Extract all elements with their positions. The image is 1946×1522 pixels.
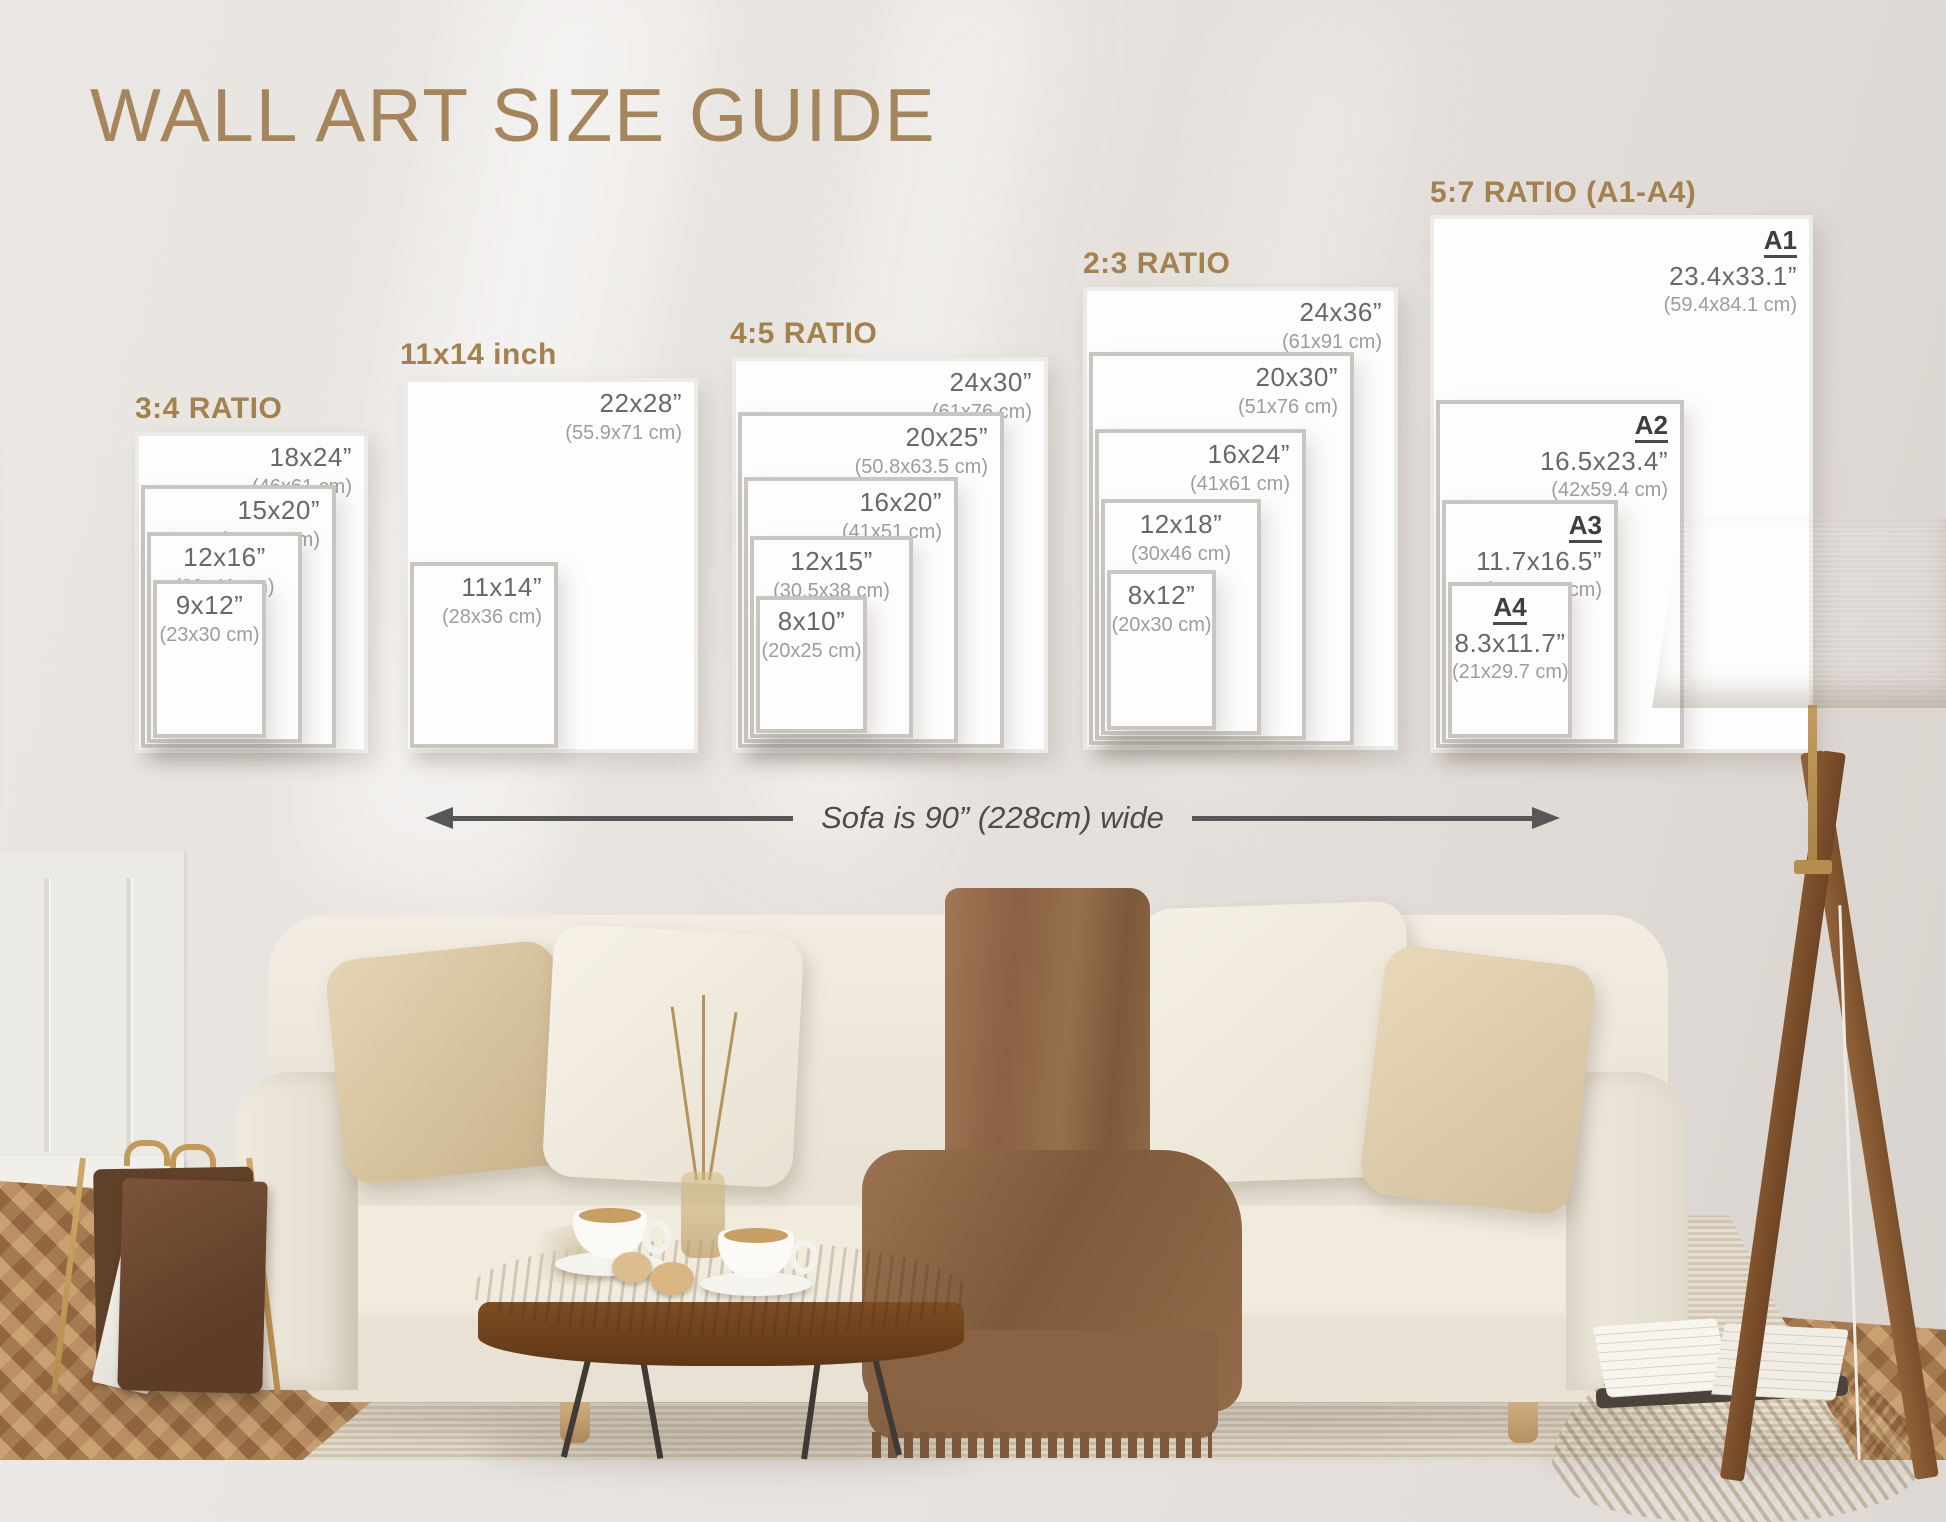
arrow-line: [453, 815, 794, 821]
sofa-width-annotation: Sofa is 90” (228cm) wide: [425, 800, 1560, 836]
table-shadow: [480, 1432, 980, 1466]
frame-cm-label: (20x25 cm): [761, 639, 862, 662]
rack-sling-front: [117, 1178, 268, 1394]
pillow-beige-right: [1357, 943, 1599, 1217]
macaron: [650, 1262, 694, 1295]
frame-cm-label: (21x29.7 cm): [1452, 661, 1569, 684]
frame-size-label: 16.5x23.4”: [1540, 445, 1668, 476]
book-page-left: [1592, 1318, 1732, 1398]
frame-cm-label: (20x30 cm): [1111, 613, 1212, 636]
frame-cm-label: (42x59.4 cm): [1551, 479, 1668, 502]
frame-size-label: 24x30”: [949, 367, 1032, 397]
frame-name-label: A2: [1634, 411, 1668, 443]
left-arrow-icon: [425, 807, 453, 829]
frame-size-label: 15x20”: [237, 495, 320, 525]
frame-cm-label: (30x46 cm): [1130, 542, 1232, 565]
arrow-line: [1191, 815, 1532, 821]
glass-vase: [681, 1172, 725, 1258]
sofa-width-text: Sofa is 90” (228cm) wide: [821, 800, 1164, 835]
lamp-joint: [1794, 860, 1832, 874]
frame-size-label: 12x18”: [1139, 509, 1223, 539]
frame-size-label: 16x24”: [1207, 439, 1290, 469]
table-slab-side: [478, 1302, 964, 1366]
frame-8x12: 8x12” (20x30 cm): [1107, 570, 1216, 730]
right-arrow-icon: [1532, 807, 1560, 829]
page-title: WALL ART SIZE GUIDE: [90, 73, 937, 157]
frame-size-label: 12x16”: [183, 542, 266, 572]
frame-size-label: 8x10”: [777, 606, 846, 636]
frame-size-label: 20x25”: [905, 422, 988, 452]
rack-handle: [124, 1140, 170, 1166]
wainscot-panel: [0, 852, 187, 1192]
frame-size-label: 12x15”: [790, 546, 873, 576]
frame-size-label: 11x14”: [461, 572, 542, 602]
frame-11x14: 11x14” (28x36 cm): [410, 562, 558, 748]
cup-handle: [643, 1220, 671, 1254]
frame-name-label: A4: [1493, 593, 1527, 625]
lamp-shade: [1652, 518, 1946, 708]
frame-size-label: 8.3x11.7”: [1454, 627, 1566, 658]
group-label-5-7: 5:7 RATIO (A1-A4): [1430, 176, 1697, 209]
frame-cm-label: (50.8x63.5 cm): [854, 455, 988, 478]
frame-cm-label: (23x30 cm): [159, 623, 260, 646]
group-label-2-3: 2:3 RATIO: [1083, 247, 1231, 280]
frame-cm-label: (41x61 cm): [1189, 472, 1290, 495]
frame-cm-label: (51x76 cm): [1237, 395, 1338, 418]
frame-name-label: A3: [1568, 511, 1602, 543]
frame-size-label: 9x12”: [175, 590, 244, 620]
rack-handle: [170, 1144, 216, 1170]
panel-groove: [44, 878, 49, 1152]
frame-size-label: 23.4x33.1”: [1669, 260, 1797, 291]
macaron: [612, 1252, 652, 1283]
group-label-3-4: 3:4 RATIO: [135, 392, 283, 425]
frame-name-label: A1: [1763, 226, 1797, 258]
frame-cm-label: (61x91 cm): [1281, 330, 1382, 353]
frame-8x10: 8x10” (20x25 cm): [756, 596, 867, 733]
frame-cm-label: (59.4x84.1 cm): [1663, 294, 1797, 317]
pillow-cream-left: [541, 923, 805, 1189]
dried-stem: [702, 995, 705, 1180]
frame-size-label: 8x12”: [1127, 580, 1196, 610]
coffee-surface: [724, 1228, 788, 1243]
frame-cm-label: (55.9x71 cm): [565, 421, 682, 444]
frame-size-label: 24x36”: [1299, 297, 1382, 327]
frame-size-label: 20x30”: [1255, 362, 1338, 392]
frame-size-label: 18x24”: [269, 442, 352, 472]
frame-a4: A4 8.3x11.7” (21x29.7 cm): [1448, 582, 1572, 738]
blanket-fringe: [872, 1432, 1212, 1458]
group-label-4-5: 4:5 RATIO: [730, 317, 878, 350]
frame-cm-label: (28x36 cm): [441, 605, 542, 628]
group-label-11x14: 11x14 inch: [400, 338, 557, 371]
frame-size-label: 16x20”: [859, 487, 942, 517]
pillow-tan-velvet: [323, 938, 577, 1187]
frame-9x12: 9x12” (23x30 cm): [153, 580, 266, 738]
panel-groove: [126, 878, 131, 1152]
frame-size-label: 22x28”: [599, 388, 682, 418]
coffee-surface: [579, 1208, 641, 1223]
cup-handle: [790, 1240, 818, 1274]
frame-size-label: 11.7x16.5”: [1476, 545, 1602, 576]
lamp-stem: [1808, 705, 1817, 867]
